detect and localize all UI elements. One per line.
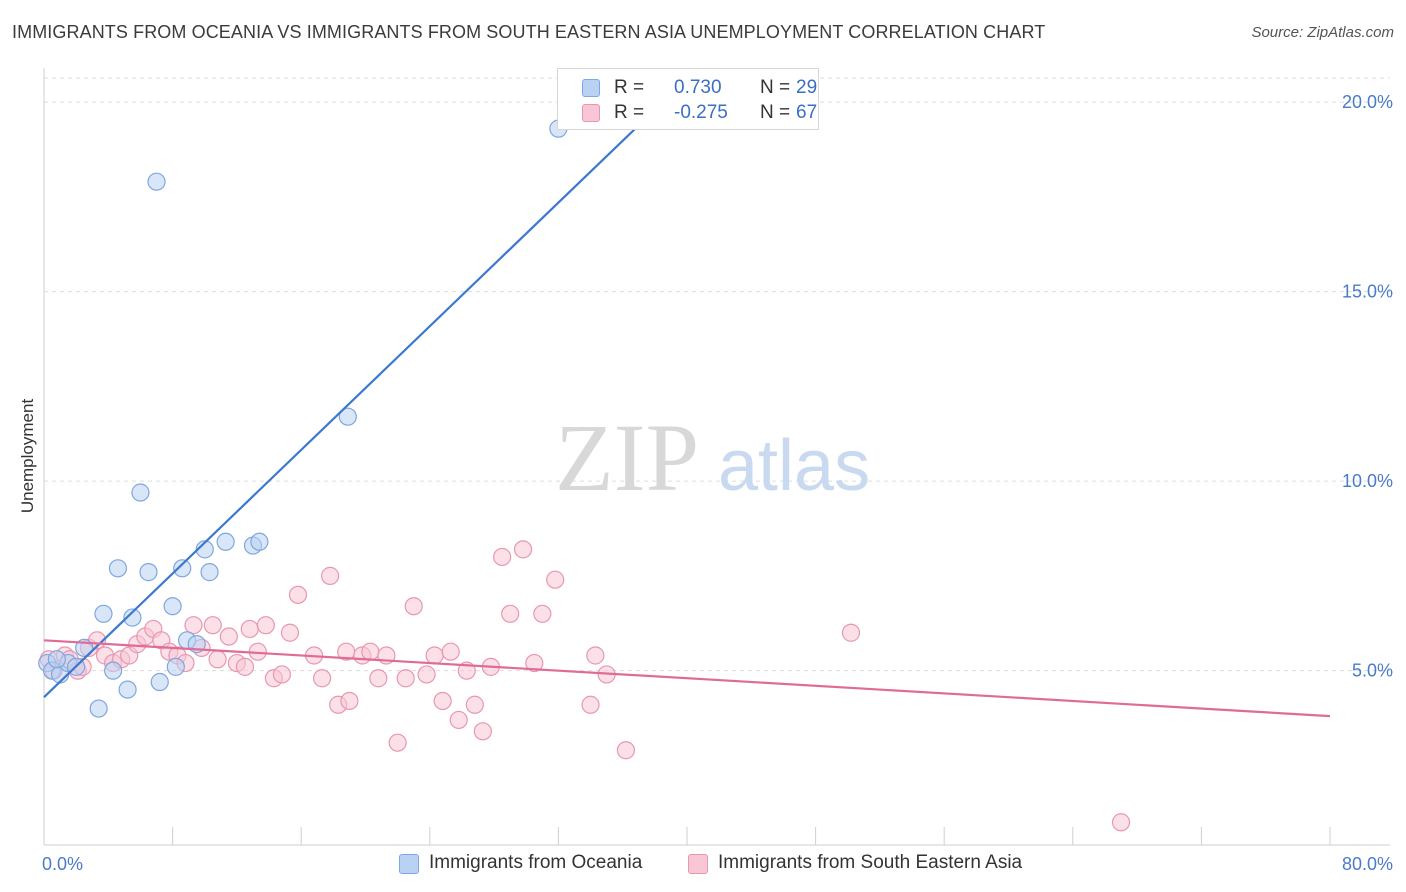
oceania-point bbox=[123, 608, 142, 627]
watermark-zip: ZIP bbox=[555, 404, 699, 511]
oceania-trend-line bbox=[43, 101, 664, 698]
oceania-swatch bbox=[582, 79, 600, 97]
sea-point bbox=[321, 566, 340, 585]
sea-point bbox=[340, 691, 359, 711]
chart-title: IMMIGRANTS FROM OCEANIA VS IMMIGRANTS FR… bbox=[12, 22, 1046, 42]
sea-point bbox=[312, 669, 332, 688]
oceania-point bbox=[147, 172, 166, 191]
correlation-legend: R = 0.730 N = 29 R = -0.275 N = 67 bbox=[557, 68, 819, 130]
y-tick-label: 15.0% bbox=[1342, 282, 1393, 302]
legend-label: Immigrants from South Eastern Asia bbox=[718, 852, 1023, 873]
sea-point bbox=[288, 585, 308, 604]
n-value: 67 bbox=[796, 102, 818, 123]
grid-layer bbox=[44, 77, 1390, 672]
oceania-point bbox=[173, 559, 192, 578]
sea-point bbox=[184, 616, 203, 635]
sea-point bbox=[404, 597, 423, 616]
oceania-point bbox=[200, 563, 219, 582]
series-legend: Immigrants from Oceania Immigrants from … bbox=[0, 852, 1406, 876]
sea-swatch bbox=[688, 854, 708, 874]
sea-point bbox=[425, 646, 444, 665]
sea-point bbox=[219, 627, 238, 646]
oceania-swatch bbox=[399, 854, 419, 874]
x-tick-label: 80.0% bbox=[1342, 854, 1393, 874]
sea-point bbox=[272, 665, 292, 684]
y-tick-label: 20.0% bbox=[1342, 92, 1393, 112]
sea-point bbox=[586, 646, 605, 665]
oceania-point bbox=[166, 657, 185, 676]
sea-point bbox=[235, 657, 255, 676]
sea-point bbox=[525, 653, 544, 673]
sea-point bbox=[1111, 813, 1131, 832]
sea-point bbox=[388, 733, 407, 752]
sea-point bbox=[501, 604, 520, 623]
sea-point bbox=[546, 570, 565, 589]
sea-swatch bbox=[582, 104, 600, 122]
oceania-point bbox=[250, 532, 269, 551]
oceania-point bbox=[150, 672, 169, 692]
sea-point bbox=[369, 669, 388, 688]
oceania-point bbox=[139, 563, 158, 582]
sea-trend-line bbox=[43, 639, 1331, 718]
sea-point bbox=[841, 623, 861, 642]
sea-point bbox=[581, 695, 600, 714]
oceania-point bbox=[89, 699, 108, 718]
r-value: 0.730 bbox=[674, 77, 722, 98]
oceania-point bbox=[104, 661, 123, 680]
oceania-points bbox=[38, 119, 568, 718]
sea-point bbox=[417, 665, 436, 684]
watermark-atlas: atlas bbox=[718, 426, 870, 506]
oceania-point bbox=[108, 559, 128, 578]
watermark: ZIP atlas bbox=[555, 404, 870, 511]
sea-point bbox=[493, 547, 512, 567]
axis-layer bbox=[43, 68, 1390, 846]
sea-point bbox=[203, 616, 222, 635]
oceania-point bbox=[338, 407, 357, 426]
r-label: R = bbox=[614, 102, 645, 123]
oceania-point bbox=[131, 483, 150, 502]
sea-point bbox=[396, 669, 415, 688]
y-tick-label: 10.0% bbox=[1342, 471, 1393, 491]
oceania-point bbox=[118, 680, 137, 699]
sea-points bbox=[39, 540, 1131, 832]
sea-point bbox=[441, 642, 460, 661]
sea-point bbox=[465, 695, 484, 714]
n-value: 29 bbox=[796, 77, 818, 98]
trend-lines bbox=[43, 101, 1331, 718]
oceania-point bbox=[216, 532, 235, 551]
y-axis-label: Unemployment bbox=[18, 398, 37, 514]
sea-point bbox=[256, 616, 275, 635]
n-label: N = bbox=[760, 77, 791, 98]
legend-label: Immigrants from Oceania bbox=[429, 852, 643, 873]
sea-point bbox=[433, 691, 452, 711]
source-label: Source: ZipAtlas.com bbox=[1251, 24, 1394, 41]
sea-point bbox=[361, 642, 380, 661]
sea-point bbox=[533, 604, 552, 623]
r-value: -0.275 bbox=[674, 102, 728, 123]
sea-point bbox=[208, 650, 227, 669]
x-tick-label: 0.0% bbox=[42, 854, 83, 874]
oceania-point bbox=[94, 604, 113, 623]
sea-point bbox=[449, 710, 468, 730]
r-label: R = bbox=[614, 77, 645, 98]
oceania-point bbox=[163, 597, 182, 616]
sea-point bbox=[616, 741, 636, 760]
tick-labels: 5.0% 10.0% 15.0% 20.0% 0.0% 80.0% bbox=[42, 92, 1393, 874]
sea-point bbox=[513, 540, 533, 559]
y-tick-label: 5.0% bbox=[1352, 661, 1393, 681]
sea-point bbox=[473, 722, 492, 741]
oceania-point bbox=[47, 650, 66, 669]
sea-point bbox=[240, 619, 259, 639]
n-label: N = bbox=[760, 102, 791, 123]
sea-point bbox=[280, 623, 300, 642]
